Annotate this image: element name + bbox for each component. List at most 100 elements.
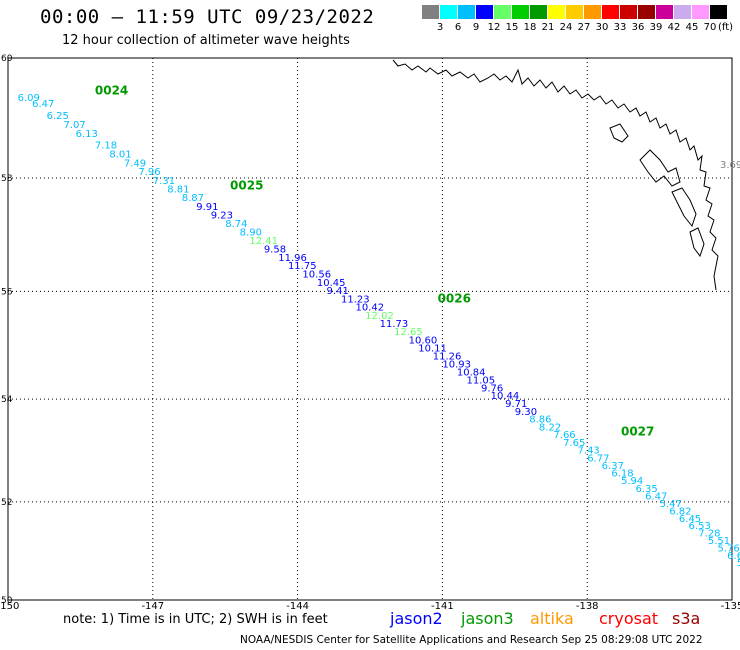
track-value: 11.23 — [341, 294, 370, 305]
track-value: 12.02 — [365, 311, 394, 322]
altimeter-track: 6.096.476.257.076.137.188.017.497.967.31… — [18, 93, 740, 569]
track-value: 8.81 — [167, 184, 189, 195]
legend-label: 15 — [505, 22, 519, 33]
track-value: 6.35 — [635, 484, 657, 495]
track-value: 10.45 — [317, 278, 346, 289]
legend-label: 70 — [703, 22, 717, 33]
legend-label: 42 — [667, 22, 681, 33]
island-2 — [671, 187, 697, 228]
longitude-label: -147 — [141, 601, 164, 612]
track-value: 5.7 — [737, 558, 740, 569]
legend-label: 36 — [631, 22, 645, 33]
track-value: 9.41 — [327, 286, 349, 297]
track-value: 10.44 — [491, 391, 520, 402]
footer-note: note: 1) Time is in UTC; 2) SWH is in fe… — [63, 612, 328, 627]
latitude-label: 60 — [1, 54, 13, 64]
track-value: 11.05 — [467, 375, 496, 386]
track-value: 10.11 — [418, 343, 447, 354]
legend-swatch — [494, 5, 511, 19]
track-value: 10.93 — [442, 359, 471, 370]
legend-label: 24 — [559, 22, 573, 33]
track-value: 8.90 — [240, 227, 262, 238]
track-value: 7.31 — [153, 176, 175, 187]
track-value: 10.84 — [457, 367, 486, 378]
track-value: 11.75 — [288, 261, 317, 272]
track-value: 8.86 — [529, 415, 551, 426]
track-value: 6.47 — [32, 99, 54, 110]
latitude-label: 56 — [1, 287, 13, 297]
track-value: 9.30 — [515, 407, 537, 418]
legend-swatch — [458, 5, 475, 19]
legend-label: 6 — [454, 22, 462, 33]
map-frame — [7, 57, 733, 601]
track-value: 6.09 — [18, 93, 40, 104]
track-value: 6.18 — [611, 469, 633, 480]
track-value: 6.60 — [727, 551, 740, 562]
track-value: 6.45 — [679, 514, 701, 525]
footer-credit: NOAA/NESDIS Center for Satellite Applica… — [240, 634, 703, 646]
track-value: 12.65 — [394, 327, 423, 338]
legend-swatch — [548, 5, 565, 19]
alaska-coastline — [392, 59, 719, 291]
track-value: 6.13 — [76, 129, 98, 140]
track-value: 10.42 — [356, 303, 385, 314]
legend-label: 30 — [595, 22, 609, 33]
track-value: 8.74 — [225, 219, 247, 230]
legend-label: 27 — [577, 22, 591, 33]
satellite-s3a: s3a — [672, 609, 701, 628]
legend-swatch — [602, 5, 619, 19]
track-value: 6.37 — [602, 461, 624, 472]
satellite-jason3: jason3 — [461, 609, 514, 628]
legend-label: 33 — [613, 22, 627, 33]
track-value: 9.76 — [481, 383, 503, 394]
legend-unit: (ft) — [718, 22, 734, 33]
latitude-label: 58 — [1, 174, 13, 184]
coastline — [392, 59, 719, 291]
latitude-label: 54 — [1, 395, 13, 405]
legend-label: 21 — [541, 22, 555, 33]
track-value: 7.18 — [95, 141, 117, 152]
legend-swatch — [638, 5, 655, 19]
legend-swatch — [530, 5, 547, 19]
track-value: 5.51 — [708, 536, 730, 547]
track-value: 9.23 — [211, 210, 233, 221]
pass-label: 0024 — [95, 84, 128, 98]
satellite-jason2: jason2 — [390, 609, 443, 628]
track-value: 7.49 — [124, 158, 146, 169]
track-value: 12.41 — [249, 236, 278, 247]
legend-swatch — [566, 5, 583, 19]
legend-swatch — [710, 5, 727, 19]
legend-label: 45 — [685, 22, 699, 33]
track-value: 6.77 — [587, 453, 609, 464]
island-4 — [609, 123, 629, 143]
track-value: 6.25 — [47, 111, 69, 122]
track-value: 7.43 — [578, 446, 600, 457]
track-value: 7.66 — [553, 430, 575, 441]
graticule: -150 -147 -144 -141 -138 -135 60 58 56 54 52 50 — [0, 54, 740, 612]
track-value: 7.07 — [64, 120, 86, 131]
track-value: 11.73 — [380, 319, 409, 330]
track-value: 8.87 — [182, 193, 204, 204]
pass-label: 0026 — [438, 291, 471, 305]
longitude-label: -141 — [431, 601, 454, 612]
track-value: 11.96 — [278, 253, 307, 264]
longitude-label: -135 — [721, 601, 740, 612]
track-value: 9.58 — [264, 244, 286, 255]
legend-label: 9 — [472, 22, 480, 33]
legend-label: 3 — [436, 22, 444, 33]
legend-label: 39 — [649, 22, 663, 33]
track-value: 10.56 — [302, 270, 331, 281]
track-value: 5.76 — [718, 543, 740, 554]
legend-swatch — [440, 5, 457, 19]
legend-swatch — [584, 5, 601, 19]
track-value: 8.22 — [539, 422, 561, 433]
track-value: 7.96 — [138, 167, 160, 178]
pass-label: 0027 — [621, 425, 654, 439]
longitude-label: -144 — [286, 601, 309, 612]
map-subtitle: 12 hour collection of altimeter wave hei… — [62, 33, 350, 48]
track-value: 5.94 — [621, 476, 643, 487]
legend-swatch — [656, 5, 673, 19]
legend-swatch — [692, 5, 709, 19]
legend-label: 18 — [523, 22, 537, 33]
